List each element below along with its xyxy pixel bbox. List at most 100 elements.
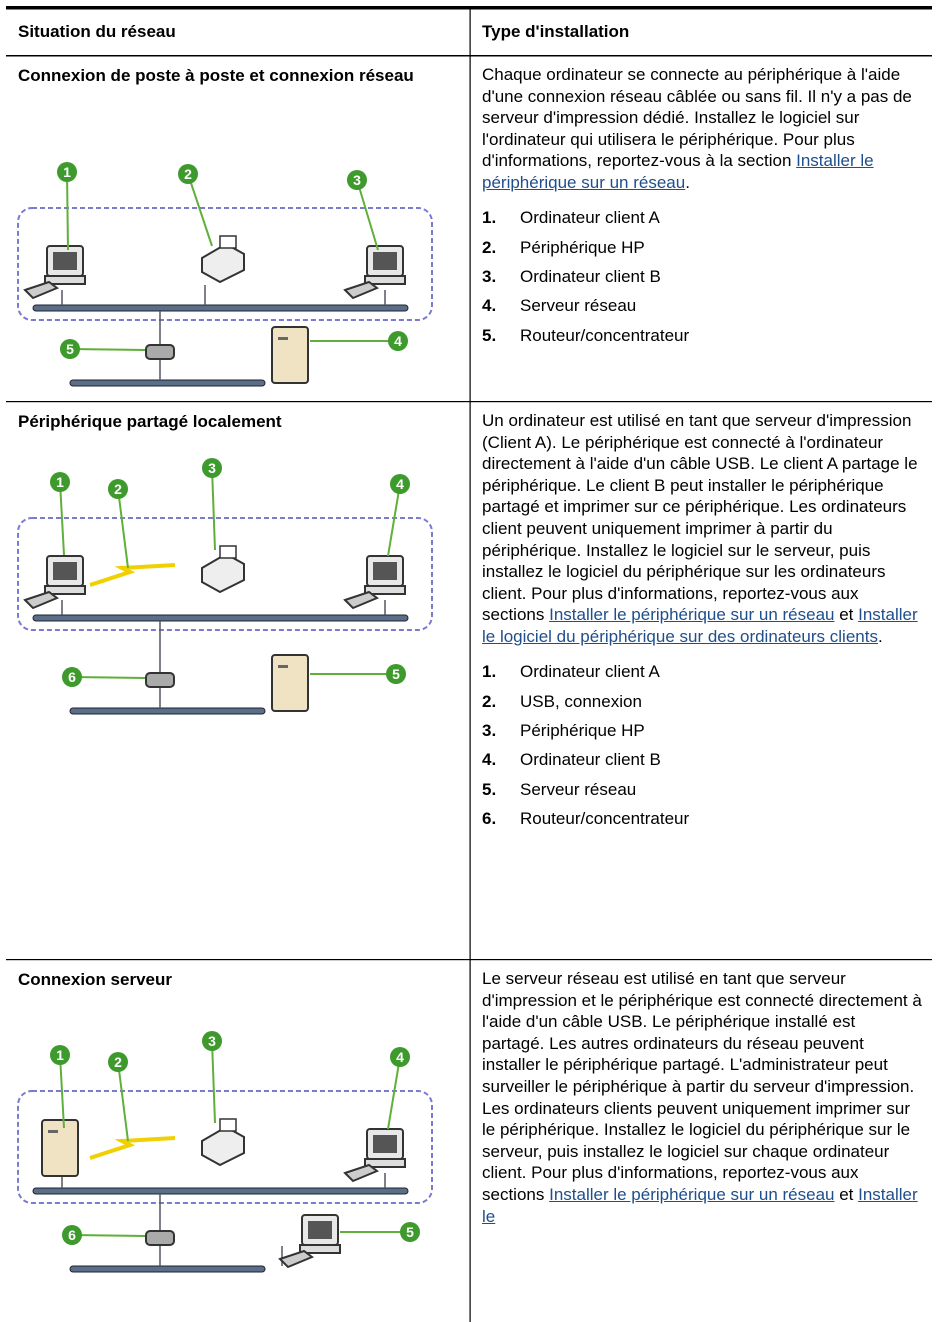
leader — [71, 676, 146, 679]
item-text: Périphérique HP — [520, 720, 645, 740]
leader — [211, 1040, 216, 1124]
callout — [388, 331, 408, 351]
server — [271, 326, 309, 384]
network-bar — [69, 379, 266, 387]
printer — [201, 242, 245, 284]
paper — [219, 235, 237, 249]
network-bar — [32, 614, 409, 622]
link[interactable]: Installer le périphérique sur un réseau — [549, 605, 835, 625]
leader — [59, 1054, 65, 1129]
leader — [387, 483, 401, 557]
network-bar — [32, 1187, 409, 1195]
keyboard — [343, 1163, 379, 1183]
router — [145, 1230, 175, 1246]
paragraph: Chaque ordinateur se connecte au périphé… — [482, 64, 922, 194]
link[interactable]: Installer le logiciel du périphérique su… — [482, 605, 918, 646]
callout-number: 2 — [114, 481, 122, 497]
text: Chaque ordinateur se connecte au périphé… — [482, 65, 912, 171]
leader — [187, 173, 213, 247]
network-zone — [17, 1090, 433, 1204]
link[interactable]: Installer le périphérique sur un réseau — [549, 1184, 835, 1204]
leader — [71, 1234, 146, 1237]
network-zone — [17, 207, 433, 321]
header-cell: Situation du réseau — [18, 22, 176, 41]
network-bar — [32, 304, 409, 312]
paragraph: Le serveur réseau est utilisé en tant qu… — [482, 968, 922, 1227]
callout — [386, 664, 406, 684]
item-number: 3. — [482, 720, 497, 740]
list-item: 1. Ordinateur client A — [482, 658, 922, 687]
link[interactable]: Installer le périphérique sur un réseau — [482, 151, 874, 192]
item-text: Périphérique HP — [520, 237, 645, 257]
server — [271, 654, 309, 712]
list-item: 4. Ordinateur client B — [482, 745, 922, 774]
text: . — [685, 172, 690, 192]
printer — [201, 552, 245, 594]
keyboard — [23, 590, 59, 610]
callout-number: 1 — [63, 164, 71, 180]
item-text: Ordinateur client B — [520, 750, 661, 770]
callout — [50, 472, 70, 492]
callout-number: 2 — [184, 166, 192, 182]
text: Le serveur réseau est utilisé en tant qu… — [482, 969, 922, 1204]
description: Le serveur réseau est utilisé en tant qu… — [482, 968, 922, 1237]
item-number: 2. — [482, 237, 497, 257]
callout — [202, 1031, 222, 1051]
link[interactable]: Installer le — [482, 1184, 918, 1226]
paper — [219, 1118, 237, 1132]
row-title: Connexion de poste à poste et connexion … — [18, 66, 414, 85]
callout-number: 6 — [68, 669, 76, 685]
callout-number: 4 — [396, 1049, 404, 1065]
paper — [219, 545, 237, 559]
list-item: 3. Périphérique HP — [482, 716, 922, 745]
callout — [62, 1225, 82, 1245]
list-item: 5. Routeur/concentrateur — [482, 321, 922, 350]
screen — [53, 252, 77, 270]
description: Un ordinateur est utilisé en tant que se… — [482, 410, 922, 833]
item-text: Routeur/concentrateur — [520, 325, 690, 345]
list-item: 4. Serveur réseau — [482, 291, 922, 320]
item-text: Ordinateur client A — [520, 208, 660, 228]
item-number: 1. — [482, 208, 497, 228]
base — [364, 275, 406, 285]
callout-number: 2 — [114, 1054, 122, 1070]
base — [299, 1244, 341, 1254]
callout — [108, 1052, 128, 1072]
item-number: 4. — [482, 750, 497, 770]
item-number: 6. — [482, 808, 497, 828]
list-item: 5. Serveur réseau — [482, 775, 922, 804]
callout — [347, 170, 367, 190]
router — [145, 344, 175, 360]
item-number: 4. — [482, 296, 497, 316]
server — [41, 1119, 79, 1177]
text: et — [834, 1184, 859, 1204]
item-number: 1. — [482, 662, 497, 682]
item-text: Routeur/concentrateur — [520, 808, 690, 828]
callout-number: 6 — [68, 1227, 76, 1243]
leader — [356, 179, 379, 251]
row-title: Connexion serveur — [18, 970, 172, 989]
usb — [89, 563, 176, 587]
item-number: 2. — [482, 691, 497, 711]
callout-number: 3 — [208, 460, 216, 476]
callout — [62, 667, 82, 687]
callout — [178, 164, 198, 184]
callout — [390, 474, 410, 494]
usb — [89, 1136, 176, 1160]
callout-number: 3 — [208, 1033, 216, 1049]
screen — [373, 1135, 397, 1153]
network-zone — [17, 517, 433, 631]
callout — [57, 162, 77, 182]
text: Un ordinateur est utilisé en tant que se… — [482, 411, 918, 625]
keyboard — [278, 1249, 314, 1269]
callout-number: 5 — [392, 666, 400, 682]
router — [145, 672, 175, 688]
list-item: 3. Ordinateur client B — [482, 262, 922, 291]
callout-number: 1 — [56, 1047, 64, 1063]
list-item: 2. Périphérique HP — [482, 233, 922, 262]
printer — [201, 1125, 245, 1167]
leader — [66, 171, 69, 251]
callout — [390, 1047, 410, 1067]
